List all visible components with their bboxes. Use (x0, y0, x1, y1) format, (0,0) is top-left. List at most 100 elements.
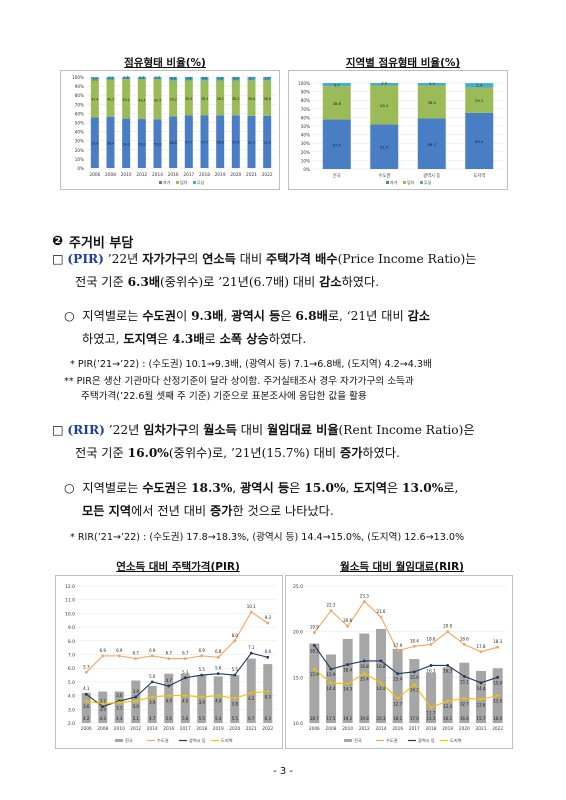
bar-national (476, 670, 486, 723)
series-point (412, 683, 416, 687)
y-tick-label: 5.0 (68, 680, 75, 686)
legend-label: 광역시 등 (189, 737, 206, 744)
rir-tag: (RIR) (67, 423, 105, 437)
legend-label: 도지역 (450, 737, 462, 744)
series-point (346, 663, 350, 666)
series-data-label: 4.7 (166, 678, 173, 683)
data-label: 29.1 (475, 98, 484, 103)
data-label: 2.9 (381, 80, 388, 85)
series-data-label: 15.4 (360, 677, 369, 682)
bar-segment (137, 119, 146, 168)
series-point (346, 682, 350, 686)
bar-national (246, 658, 256, 723)
regional-occupancy-chart: 100% 90% 80% 70% 60% 50% 40% 30% 20% 10% 0% 57.5 38.… (298, 80, 503, 185)
rir-paragraph-line2: 전국 기준 16.0%(중위수)로, ’21년(15.7%) 대비 증가하였다. (75, 446, 400, 460)
series-point (266, 690, 270, 693)
data-label: 3.7 (265, 76, 270, 80)
data-label: 40.3 (107, 97, 114, 101)
series-data-label: 14.4 (477, 686, 486, 691)
regional-occupancy-chart-title: 지역별 점유형태 비율(%) (345, 57, 461, 69)
y-tick-label: 10% (301, 158, 310, 163)
bar-data-label: 16.6 (460, 716, 469, 721)
series-point (150, 654, 154, 658)
series-data-label: 3.5 (116, 705, 123, 710)
series-point (362, 600, 366, 603)
y-tick-label: 15.0 (293, 675, 303, 681)
series-data-label: 13.0 (493, 699, 502, 704)
data-label: 38.8 (263, 97, 270, 101)
series-data-label: 10.1 (247, 604, 256, 609)
legend-label: 임차 (407, 179, 415, 185)
series-point (462, 643, 466, 646)
bar-data-label: 5.1 (133, 716, 140, 721)
series-data-label: 18.4 (410, 638, 419, 643)
y-tick-label: 40% (75, 130, 84, 135)
series-data-label: 3.9 (199, 700, 206, 705)
data-label: 45.2 (380, 103, 389, 108)
data-label: 3.0 (92, 78, 97, 82)
series-point (266, 655, 270, 659)
y-tick-label: 8.0 (68, 639, 75, 645)
bar-national (213, 676, 223, 723)
rir-note-values: * RIR(’21→’22) : (수도권) 17.8→18.3%, (광역시 … (70, 532, 465, 543)
series-data-label: 12.4 (443, 704, 452, 709)
bar-segment (169, 80, 178, 117)
series-point (462, 675, 466, 678)
data-label: 57.3 (248, 141, 255, 145)
bar-national (442, 667, 453, 723)
category-label: 2020 (230, 172, 241, 178)
bar-data-label: 20.3 (377, 716, 386, 721)
data-label: 57.9 (232, 141, 239, 145)
rir-checkbox: □ (52, 423, 64, 437)
legend-swatch (344, 739, 352, 742)
series-data-label: 4.3 (265, 694, 272, 699)
bar-segment (184, 115, 193, 168)
legend-swatch (193, 181, 196, 184)
series-data-label: 20.6 (343, 618, 352, 623)
series-line (85, 652, 268, 708)
bar-segment (90, 79, 99, 118)
bar-segment (322, 86, 351, 120)
series-data-label: 17.8 (477, 644, 486, 649)
y-tick-label: 30% (75, 139, 84, 144)
bar-segment (137, 77, 146, 80)
series-point (249, 651, 253, 655)
series-data-label: 23.3 (360, 594, 369, 599)
data-label: 2.8 (139, 76, 144, 80)
series-data-label: 4.0 (166, 699, 173, 704)
data-label: 43.4 (138, 98, 145, 102)
legend-label: 임차 (180, 179, 188, 185)
data-label: 53.8 (138, 143, 145, 147)
pir-note-method-1: ** PIR은 생산 기관마다 산정기준이 달라 상이함. 주거실태조사 경우 … (64, 376, 414, 387)
series-data-label: 18.6 (460, 636, 469, 641)
series-data-label: 19.9 (310, 625, 319, 630)
series-data-label: 6.9 (116, 648, 123, 653)
series-point (84, 699, 88, 703)
series-line (85, 611, 269, 673)
series-point (329, 609, 333, 613)
series-data-label: 9.3 (265, 615, 272, 620)
series-point (134, 657, 138, 661)
bar-data-label: 15.5 (427, 716, 436, 721)
bar-data-label: 16.1 (443, 716, 452, 721)
series-data-label: 15.9 (310, 672, 319, 677)
data-label: 56.4 (107, 141, 114, 145)
series-data-label: 18.6 (427, 636, 436, 641)
series-point (200, 695, 204, 699)
bar-data-label: 16.0 (493, 716, 502, 721)
pir-regional-line1: ○ 지역별로는 수도권이 9.3배, 광역시 등은 6.8배로, ‘21년 대비… (64, 309, 431, 323)
series-data-label: 3.8 (232, 701, 239, 706)
series-data-label: 22.3 (327, 603, 336, 608)
legend-label: 광역시 등 (418, 737, 435, 744)
category-label: 2012 (136, 172, 147, 178)
category-label: 2014 (152, 172, 163, 178)
data-label: 51.9 (380, 145, 389, 150)
series-point (329, 681, 333, 685)
y-tick-label: 80% (75, 93, 84, 98)
bar-national (263, 664, 273, 723)
series-data-label: 16.3 (427, 668, 436, 673)
category-label: 2022 (262, 172, 273, 178)
series-data-label: 15.6 (410, 675, 419, 680)
series-point (462, 696, 466, 700)
series-point (312, 631, 316, 634)
